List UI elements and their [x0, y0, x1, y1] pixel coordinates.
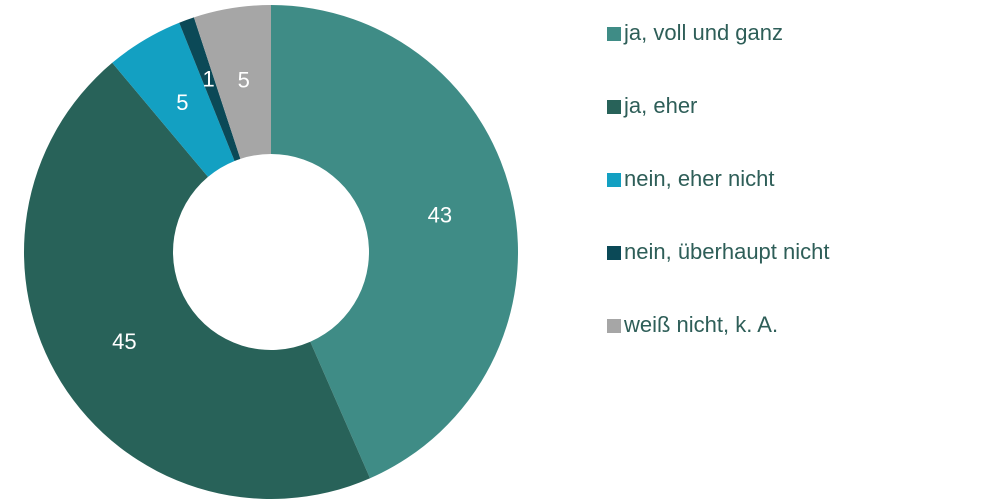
donut-slice	[112, 22, 235, 177]
legend-swatch	[607, 173, 621, 187]
donut-slice	[271, 5, 519, 479]
legend-swatch	[607, 27, 621, 41]
data-label: 43	[428, 202, 452, 227]
legend-label: ja, eher	[623, 93, 697, 118]
data-label: 1	[202, 66, 214, 91]
donut-slice	[179, 17, 241, 162]
legend-label: ja, voll und ganz	[623, 20, 783, 45]
data-label: 45	[112, 329, 136, 354]
legend-swatch	[607, 246, 621, 260]
legend-label: nein, eher nicht	[624, 166, 774, 191]
legend-label: nein, überhaupt nicht	[624, 239, 830, 264]
legend-swatch	[607, 319, 621, 333]
donut-slice	[24, 62, 371, 499]
legend-label: weiß nicht, k. A.	[623, 312, 778, 337]
legend-swatch	[607, 100, 621, 114]
data-label: 5	[238, 67, 250, 92]
donut-slice	[193, 5, 271, 159]
data-label: 5	[176, 90, 188, 115]
